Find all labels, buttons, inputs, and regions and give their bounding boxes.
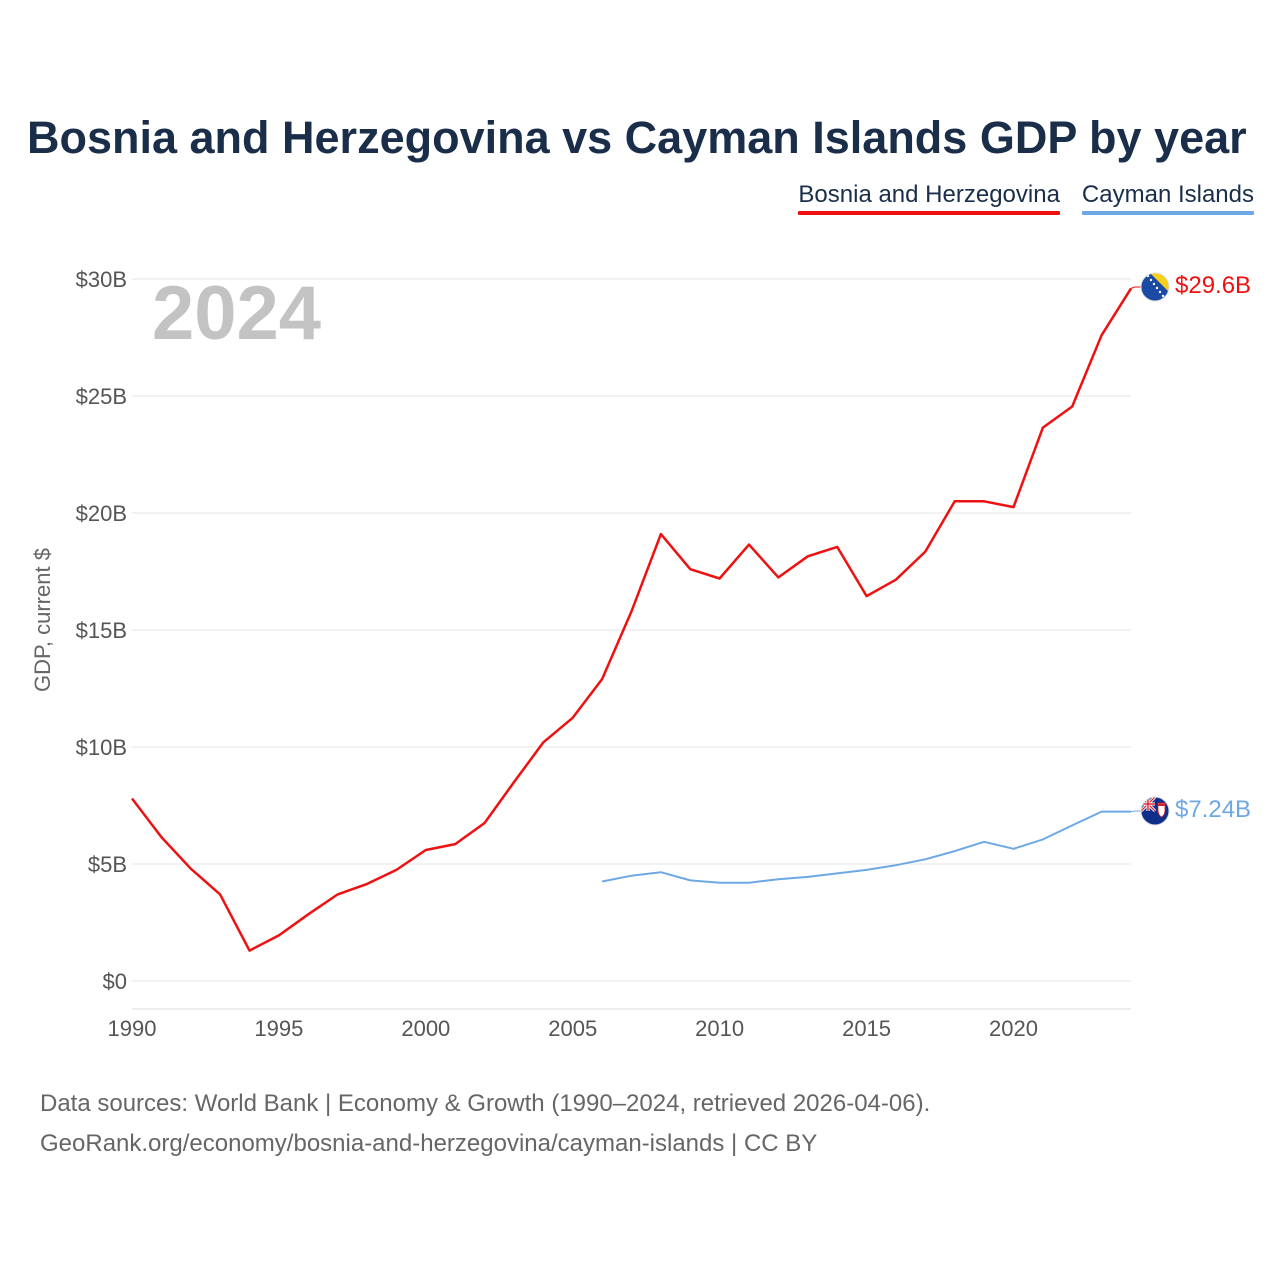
x-tick-label: 2000	[401, 1016, 450, 1041]
sources-line-1: Data sources: World Bank | Economy & Gro…	[40, 1090, 931, 1117]
y-tick-label: $15B	[76, 618, 127, 643]
series-line-bosnia[interactable]	[131, 287, 1133, 952]
y-tick-label: $30B	[76, 267, 127, 292]
y-axis-label: GDP, current $	[30, 548, 55, 692]
legend: Bosnia and Herzegovina Cayman Islands	[798, 181, 1254, 215]
legend-item-bosnia[interactable]: Bosnia and Herzegovina	[798, 181, 1060, 215]
y-tick-label: $5B	[88, 852, 127, 877]
data-sources: Data sources: World Bank | Economy & Gro…	[40, 1084, 930, 1164]
x-tick-label: 1990	[108, 1016, 157, 1041]
gdp-line-chart: 2024 $0 $5B $10B $15B $20B $25B $30B 1990 1995 2…	[30, 267, 1251, 1041]
x-tick-label: 2005	[548, 1016, 597, 1041]
x-tick-label: 2010	[695, 1016, 744, 1041]
x-tick-label: 2020	[989, 1016, 1038, 1041]
y-tick-label: $20B	[76, 501, 127, 526]
end-connector-bosnia	[1130, 286, 1141, 289]
sources-line-2[interactable]: GeoRank.org/economy/bosnia-and-herzegovi…	[40, 1130, 818, 1157]
legend-swatch-bosnia	[798, 211, 1060, 215]
end-label-bosnia: $29.6B	[1175, 272, 1251, 299]
legend-label-cayman: Cayman Islands	[1081, 181, 1254, 208]
legend-label-bosnia: Bosnia and Herzegovina	[798, 181, 1060, 208]
series-line-cayman[interactable]	[601, 810, 1131, 884]
x-tick-label: 2015	[842, 1016, 891, 1041]
year-watermark: 2024	[152, 271, 321, 356]
end-connector-cayman	[1130, 810, 1141, 813]
legend-swatch-cayman	[1081, 211, 1254, 215]
legend-item-cayman[interactable]: Cayman Islands	[1081, 181, 1254, 215]
cayman-islands-flag-icon	[1140, 796, 1170, 826]
y-tick-label: $25B	[76, 384, 127, 409]
y-tick-label: $0	[103, 969, 127, 994]
end-label-cayman: $7.24B	[1175, 796, 1251, 823]
x-tick-label: 1995	[254, 1016, 303, 1041]
y-tick-label: $10B	[76, 735, 127, 760]
chart-title: Bosnia and Herzegovina vs Cayman Islands…	[27, 112, 1247, 163]
bosnia-flag-icon	[1140, 272, 1170, 302]
